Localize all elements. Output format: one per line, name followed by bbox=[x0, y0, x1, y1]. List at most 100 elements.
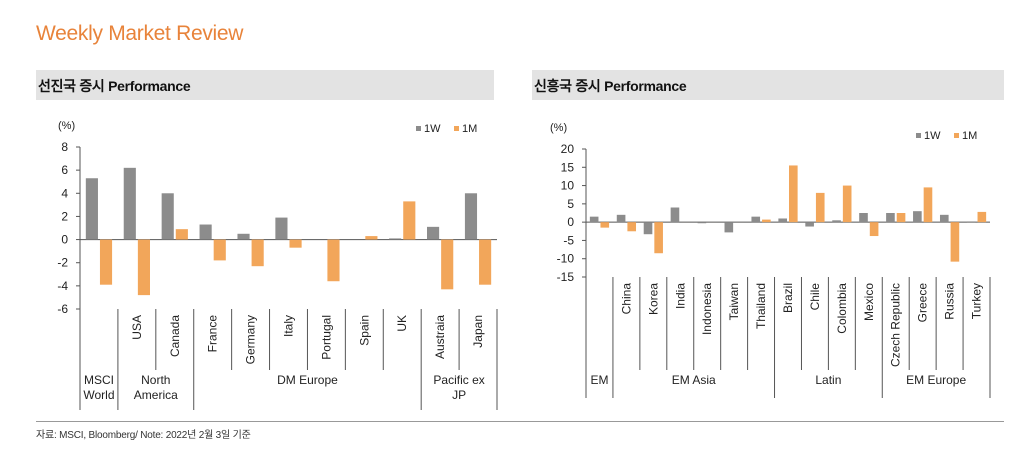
right-category-label: Mexico bbox=[862, 283, 876, 321]
left-y-tick-label: 0 bbox=[61, 233, 68, 247]
left-bar-1w-3 bbox=[199, 224, 212, 240]
left-group-label: DM Europe bbox=[277, 373, 338, 387]
left-category-label: Japan bbox=[471, 315, 485, 348]
left-group-label: JP bbox=[452, 388, 466, 402]
left-category-label: Austraia bbox=[433, 315, 447, 359]
left-category-label: Canada bbox=[168, 315, 182, 357]
left-group-label: Pacific ex bbox=[433, 373, 484, 387]
right-legend-label-1m: 1M bbox=[962, 130, 977, 142]
right-category-label: Taiwan bbox=[727, 283, 741, 320]
right-bar-1w-11 bbox=[886, 213, 895, 223]
left-bar-1m-1 bbox=[137, 239, 150, 296]
right-legend-swatch-1w bbox=[916, 133, 921, 138]
right-category-label: Czech Republic bbox=[889, 283, 903, 367]
left-bar-1m-7 bbox=[365, 236, 378, 240]
left-legend-label-1w: 1W bbox=[424, 123, 441, 135]
left-bar-1w-2 bbox=[161, 193, 174, 240]
right-y-tick-label: 0 bbox=[567, 215, 574, 229]
left-category-label: Portugal bbox=[319, 315, 333, 360]
right-category-label: Thailand bbox=[754, 283, 768, 329]
right-category-label: Indonesia bbox=[700, 283, 714, 335]
source-note: 자료: MSCI, Bloomberg/ Note: 2022년 2월 3일 기… bbox=[36, 430, 251, 441]
right-category-label: Russia bbox=[943, 283, 957, 320]
left-chart-title: 선진국 증시 Performance bbox=[38, 78, 191, 94]
right-bar-1w-0 bbox=[589, 216, 599, 223]
left-category-label: UK bbox=[395, 315, 409, 332]
right-legend-label-1w: 1W bbox=[924, 130, 941, 142]
right-bar-1m-10 bbox=[869, 222, 879, 237]
left-bar-1m-2 bbox=[175, 229, 188, 240]
right-bar-1w-9 bbox=[832, 220, 841, 223]
left-y-tick-label: 8 bbox=[61, 140, 68, 154]
left-bar-1w-8 bbox=[389, 238, 402, 240]
right-bar-1m-13 bbox=[950, 222, 960, 262]
left-legend-swatch-1m bbox=[454, 126, 459, 131]
left-section-header bbox=[36, 70, 494, 100]
left-category-label: USA bbox=[130, 315, 144, 340]
right-category-label: Colombia bbox=[835, 283, 849, 334]
bottom-rule bbox=[36, 421, 1004, 422]
right-bar-1w-3 bbox=[670, 207, 680, 223]
left-bar-1w-9 bbox=[427, 226, 440, 240]
left-bar-1m-4 bbox=[251, 239, 264, 267]
left-group-label: World bbox=[83, 388, 114, 402]
left-bar-1w-5 bbox=[275, 217, 288, 240]
right-category-label: India bbox=[673, 283, 687, 309]
left-y-tick-label: 6 bbox=[61, 163, 68, 177]
left-performance-chart: (%) 8 6 4 2 0 -2 -4 -6 USA Canada France Germany Ital… bbox=[57, 120, 498, 410]
left-category-label: Spain bbox=[357, 315, 371, 346]
right-y-tick-label: -15 bbox=[557, 270, 575, 284]
right-bar-1w-14 bbox=[966, 221, 976, 223]
right-bar-1w-8 bbox=[805, 222, 814, 227]
left-bar-1w-10 bbox=[464, 193, 478, 240]
left-category-label: Germany bbox=[244, 315, 258, 364]
left-bar-1w-4 bbox=[237, 233, 250, 240]
left-y-axis-unit: (%) bbox=[58, 120, 75, 132]
right-bar-1m-0 bbox=[600, 222, 610, 228]
right-category-label: Brazil bbox=[781, 283, 795, 313]
right-category-label: Korea bbox=[646, 283, 660, 315]
right-bar-1w-5 bbox=[724, 222, 734, 233]
left-legend-label-1m: 1M bbox=[462, 123, 477, 135]
right-bar-1m-1 bbox=[627, 222, 637, 232]
right-y-axis-unit: (%) bbox=[550, 122, 567, 134]
right-bar-1w-13 bbox=[939, 214, 949, 223]
right-bar-1m-9 bbox=[842, 185, 852, 223]
right-group-label: EM Europe bbox=[906, 373, 966, 387]
right-group-label: EM bbox=[590, 373, 608, 387]
left-bar-1m-9 bbox=[441, 239, 454, 290]
left-y-tick-label: -4 bbox=[57, 279, 68, 293]
right-y-tick-label: 20 bbox=[561, 142, 575, 156]
right-group-label: EM Asia bbox=[672, 373, 716, 387]
right-y-tick-label: 15 bbox=[561, 160, 575, 174]
right-y-tick-label: -10 bbox=[557, 252, 575, 266]
left-group-label: MSCI bbox=[84, 373, 114, 387]
left-group-label: America bbox=[134, 388, 178, 402]
right-bar-1m-14 bbox=[977, 211, 987, 223]
right-bar-1w-4 bbox=[697, 222, 707, 224]
right-bar-1w-10 bbox=[859, 213, 868, 223]
right-performance-chart: (%) 20 15 10 5 0 -5 -10 -15 China Korea India Indone… bbox=[550, 122, 991, 398]
right-y-tick-label: 10 bbox=[561, 179, 575, 193]
left-y-tick-label: -2 bbox=[57, 256, 68, 270]
right-category-label: Turkey bbox=[970, 283, 984, 319]
right-bar-1m-6 bbox=[762, 219, 771, 223]
left-group-label: North bbox=[141, 373, 170, 387]
right-section-header bbox=[532, 70, 1004, 100]
left-legend-swatch-1w bbox=[416, 126, 421, 131]
right-y-tick-label: 5 bbox=[567, 197, 574, 211]
left-bar-1m-8 bbox=[403, 201, 416, 240]
left-bar-1m-5 bbox=[289, 239, 302, 248]
right-category-label: Chile bbox=[808, 283, 822, 311]
right-bar-1m-12 bbox=[923, 187, 933, 223]
left-category-label: France bbox=[206, 315, 220, 353]
left-bar-1m-10 bbox=[479, 239, 492, 285]
right-category-label: China bbox=[619, 283, 633, 315]
right-bar-1m-2 bbox=[654, 222, 663, 254]
left-y-tick-label: -6 bbox=[57, 302, 68, 316]
right-category-label: Greece bbox=[916, 283, 930, 323]
right-group-label: Latin bbox=[815, 373, 841, 387]
left-category-label: Italy bbox=[282, 315, 296, 337]
right-bar-1w-2 bbox=[643, 222, 653, 235]
right-bar-1w-6 bbox=[751, 216, 761, 223]
